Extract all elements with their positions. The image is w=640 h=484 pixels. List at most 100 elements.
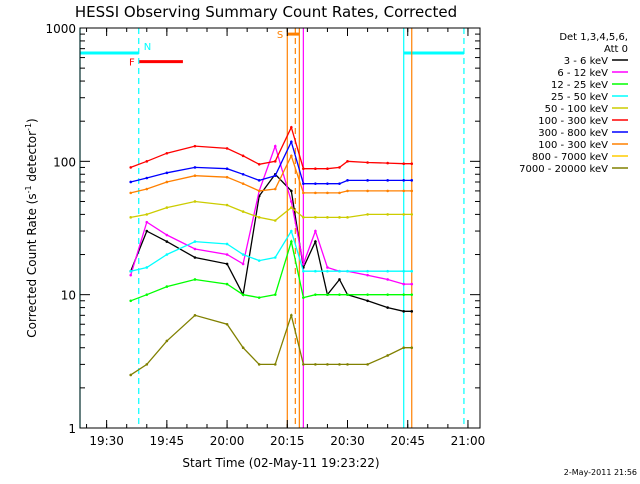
- series-4-point-6: [257, 216, 261, 219]
- series-6-point-16: [402, 179, 406, 182]
- series-6-point-17: [410, 179, 414, 182]
- series-5-point-0: [129, 166, 133, 169]
- series-0-point-3: [193, 256, 197, 259]
- x-axis-label: Start Time (02-May-11 19:23:22): [182, 456, 379, 470]
- series-3-point-6: [257, 259, 261, 262]
- series-6-point-2: [165, 171, 169, 175]
- series-7-point-17: [410, 189, 414, 193]
- series-9-point-6: [257, 363, 261, 366]
- series-4-point-0: [129, 216, 133, 219]
- series-9-point-7: [273, 363, 277, 366]
- series-3-point-1: [145, 266, 149, 269]
- series-2-point-14: [366, 293, 369, 296]
- series-4-point-8: [290, 206, 293, 209]
- series-2-point-16: [402, 293, 406, 296]
- series-9-point-3: [193, 314, 197, 317]
- series-4-point-9: [302, 216, 305, 219]
- series-line-3: [130, 229, 412, 272]
- series-1-point-1: [145, 220, 149, 224]
- series-4-point-11: [326, 216, 329, 219]
- series-4-point-15: [386, 213, 389, 216]
- y-axis-label-sup2: -1: [24, 123, 33, 131]
- series-3-point-2: [165, 253, 169, 256]
- series-2-point-13: [346, 293, 349, 296]
- series-2-point-2: [165, 285, 169, 288]
- series-4-point-16: [402, 213, 406, 216]
- series-7-point-10: [314, 191, 317, 195]
- series-0-point-10: [314, 240, 317, 243]
- series-9-point-12: [338, 363, 341, 366]
- legend-header-1: Att 0: [604, 44, 628, 55]
- series-7-point-15: [386, 189, 389, 193]
- series-6-point-6: [257, 179, 261, 182]
- series-3-point-10: [314, 269, 317, 273]
- series-5-point-11: [326, 167, 329, 171]
- observing-markers: F S N: [79, 28, 465, 428]
- series-3-point-7: [273, 256, 277, 259]
- marker-label-3: S: [277, 30, 283, 41]
- series-5-point-10: [314, 167, 317, 171]
- series-6-point-12: [338, 182, 341, 185]
- series-lines: [129, 125, 414, 377]
- series-3-point-17: [410, 269, 414, 273]
- series-2-point-1: [145, 293, 149, 296]
- series-1-point-0: [129, 273, 133, 277]
- series-1-point-11: [326, 266, 329, 269]
- series-3-point-4: [225, 242, 229, 246]
- series-6-point-4: [225, 167, 229, 171]
- series-9-point-0: [129, 373, 133, 377]
- series-0-point-4: [225, 262, 229, 266]
- series-5-point-17: [410, 162, 414, 165]
- series-line-9: [130, 312, 412, 376]
- series-5-point-8: [290, 125, 293, 129]
- axes: 19:30 19:45 20:00 20:15 20:30 20:45 21:00 1 10 10…: [45, 22, 485, 448]
- series-3-point-13: [346, 269, 349, 273]
- series-2-point-9: [302, 296, 305, 299]
- series-3-point-12: [338, 269, 341, 273]
- series-4-point-3: [193, 200, 197, 203]
- series-7-point-14: [366, 189, 369, 193]
- series-1-point-3: [193, 247, 197, 251]
- series-9-point-15: [386, 354, 389, 357]
- series-0-point-14: [366, 299, 369, 303]
- series-2-point-0: [129, 299, 133, 303]
- series-9-point-9: [302, 363, 305, 366]
- series-0-point-15: [386, 306, 389, 309]
- series-2-point-3: [193, 278, 197, 281]
- series-2-point-5: [241, 293, 245, 296]
- series-line-4: [130, 200, 412, 222]
- y-tick-label-0: 1: [68, 422, 76, 436]
- y-tick-label-3: 1000: [45, 22, 76, 36]
- series-5-point-2: [165, 151, 169, 155]
- series-6-point-13: [346, 179, 349, 182]
- series-6-point-9: [302, 182, 305, 185]
- y-axis-label-mid: detector: [25, 131, 39, 186]
- footer-date: 2-May-2011 21:56: [564, 468, 637, 477]
- marker-label-2: F: [129, 58, 135, 69]
- series-9-point-14: [366, 363, 369, 366]
- series-5-point-14: [366, 161, 369, 164]
- series-1-point-4: [225, 253, 229, 256]
- series-2-point-17: [410, 293, 414, 296]
- legend-header-0: Det 1,3,4,5,6,: [559, 32, 628, 43]
- legend-label-9: 7000 - 20000 keV: [519, 164, 608, 175]
- series-1-point-14: [366, 273, 369, 277]
- y-axis-label: Corrected Count Rate (s-1 detector-1): [24, 118, 39, 337]
- series-9-point-5: [241, 346, 245, 350]
- x-tick-label-6: 21:00: [451, 434, 486, 448]
- series-5-point-15: [386, 161, 389, 165]
- series-7-point-9: [302, 191, 305, 195]
- x-tick-label-0: 19:30: [89, 434, 124, 448]
- series-7-point-12: [338, 191, 341, 195]
- series-6-point-5: [241, 172, 245, 176]
- series-5-point-6: [257, 163, 261, 166]
- series-7-point-7: [273, 187, 277, 191]
- marker-label-5: N: [144, 42, 151, 53]
- series-7-point-1: [145, 187, 149, 191]
- series-6-point-10: [314, 182, 317, 185]
- series-4-point-5: [241, 210, 245, 213]
- legend-label-6: 300 - 800 keV: [538, 128, 608, 139]
- series-7-point-11: [326, 191, 329, 195]
